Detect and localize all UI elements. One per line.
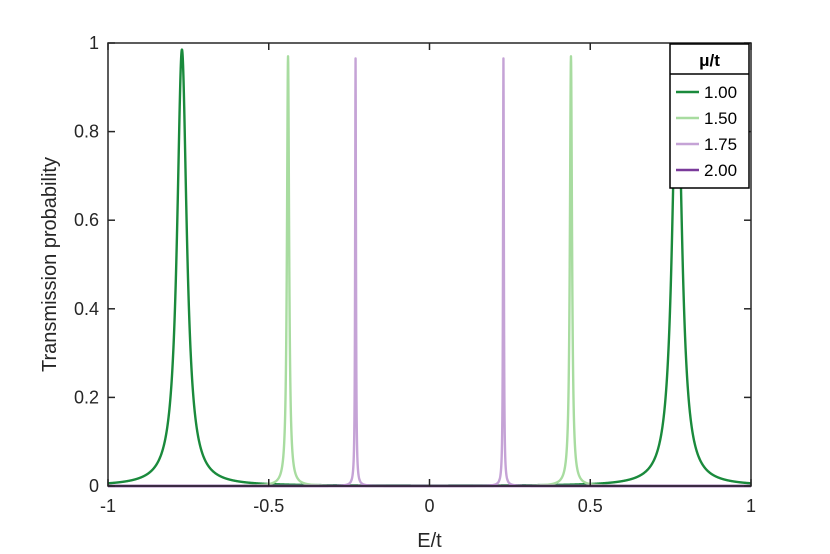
x-tick-label: 1 bbox=[746, 496, 756, 516]
plot-background bbox=[108, 43, 751, 486]
y-tick-label: 1 bbox=[89, 33, 99, 53]
y-tick-label: 0.4 bbox=[74, 299, 99, 319]
legend-label-3: 2.00 bbox=[704, 161, 737, 180]
legend: μ/t 1.00 1.50 1.75 2.00 bbox=[669, 43, 750, 189]
y-tick-label: 0 bbox=[89, 476, 99, 496]
y-tick-label: 0.2 bbox=[74, 387, 99, 407]
legend-label-0: 1.00 bbox=[704, 83, 737, 102]
legend-box bbox=[669, 43, 750, 189]
y-axis-label: Transmission probability bbox=[39, 157, 61, 372]
tick-layer: -1 -0.5 0 0.5 1 0 0.2 0.4 0.6 0.8 1 bbox=[74, 33, 756, 516]
legend-label-1: 1.50 bbox=[704, 109, 737, 128]
legend-label-2: 1.75 bbox=[704, 135, 737, 154]
x-tick-label: -1 bbox=[100, 496, 116, 516]
y-tick-label: 0.6 bbox=[74, 210, 99, 230]
x-tick-label: 0 bbox=[424, 496, 434, 516]
y-tick-label: 0.8 bbox=[74, 122, 99, 142]
legend-title: μ/t bbox=[699, 51, 720, 70]
x-tick-label: -0.5 bbox=[253, 496, 284, 516]
x-axis-label: E/t bbox=[417, 530, 442, 552]
x-tick-label: 0.5 bbox=[578, 496, 603, 516]
